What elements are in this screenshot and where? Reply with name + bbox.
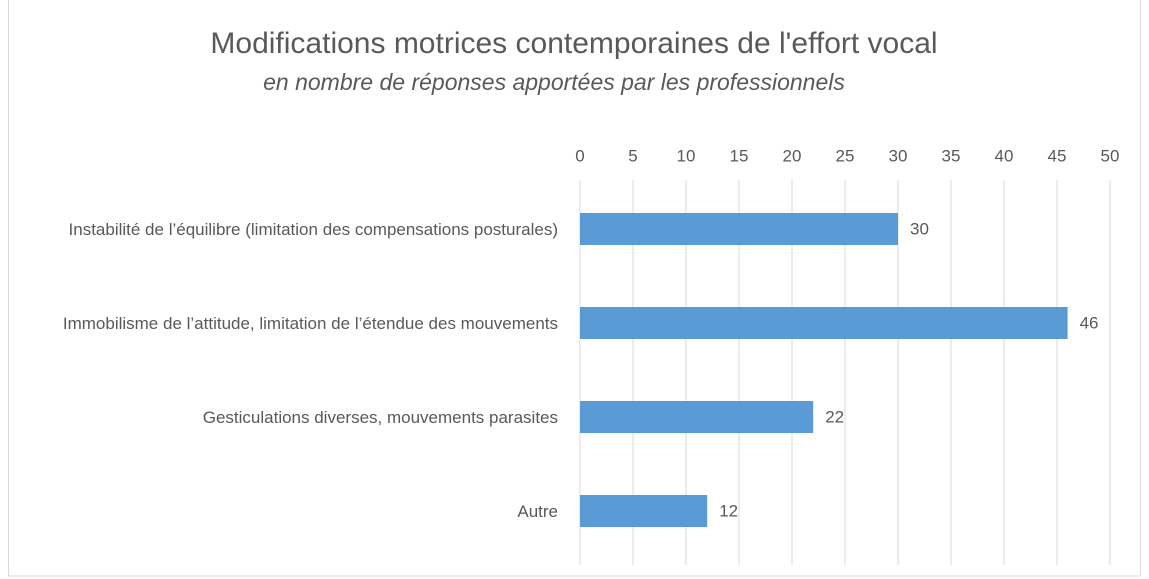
value-label: 30 [910,219,929,238]
x-tick-label: 0 [575,146,584,165]
y-tick-label: Instabilité de l’équilibre (limitation d… [68,219,558,239]
x-tick-label: 40 [995,146,1014,165]
chart-title: Modifications motrices contemporaines de… [210,27,937,60]
bar [580,495,708,527]
x-tick-label: 15 [730,146,749,165]
x-tick-label: 5 [628,146,637,165]
value-label: 46 [1080,313,1099,332]
x-tick-label: 50 [1101,146,1120,165]
chart-subtitle: en nombre de réponses apportées par les … [263,69,845,95]
x-tick-label: 45 [1048,146,1067,165]
y-tick-label: Immobilisme de l’attitude, limitation de… [62,313,558,333]
y-tick-label: Gesticulations diverses, mouvements para… [202,407,558,427]
x-tick-label: 10 [677,146,696,165]
y-tick-label: Autre [517,501,558,521]
x-tick-label: 30 [889,146,908,165]
bar [580,213,898,245]
bar [580,401,814,433]
x-tick-label: 25 [836,146,855,165]
x-tick-label: 20 [783,146,802,165]
x-tick-label: 35 [942,146,961,165]
bar [580,307,1068,339]
y-tick-label-box: Gesticulations diverses, mouvements para… [0,377,558,457]
y-tick-label-box: Autre [0,471,558,551]
y-tick-label-box: Instabilité de l’équilibre (limitation d… [0,189,558,269]
chart-frame [8,0,1141,577]
value-label: 22 [825,407,844,426]
y-tick-label-box: Immobilisme de l’attitude, limitation de… [0,283,558,363]
value-label: 12 [719,501,738,520]
